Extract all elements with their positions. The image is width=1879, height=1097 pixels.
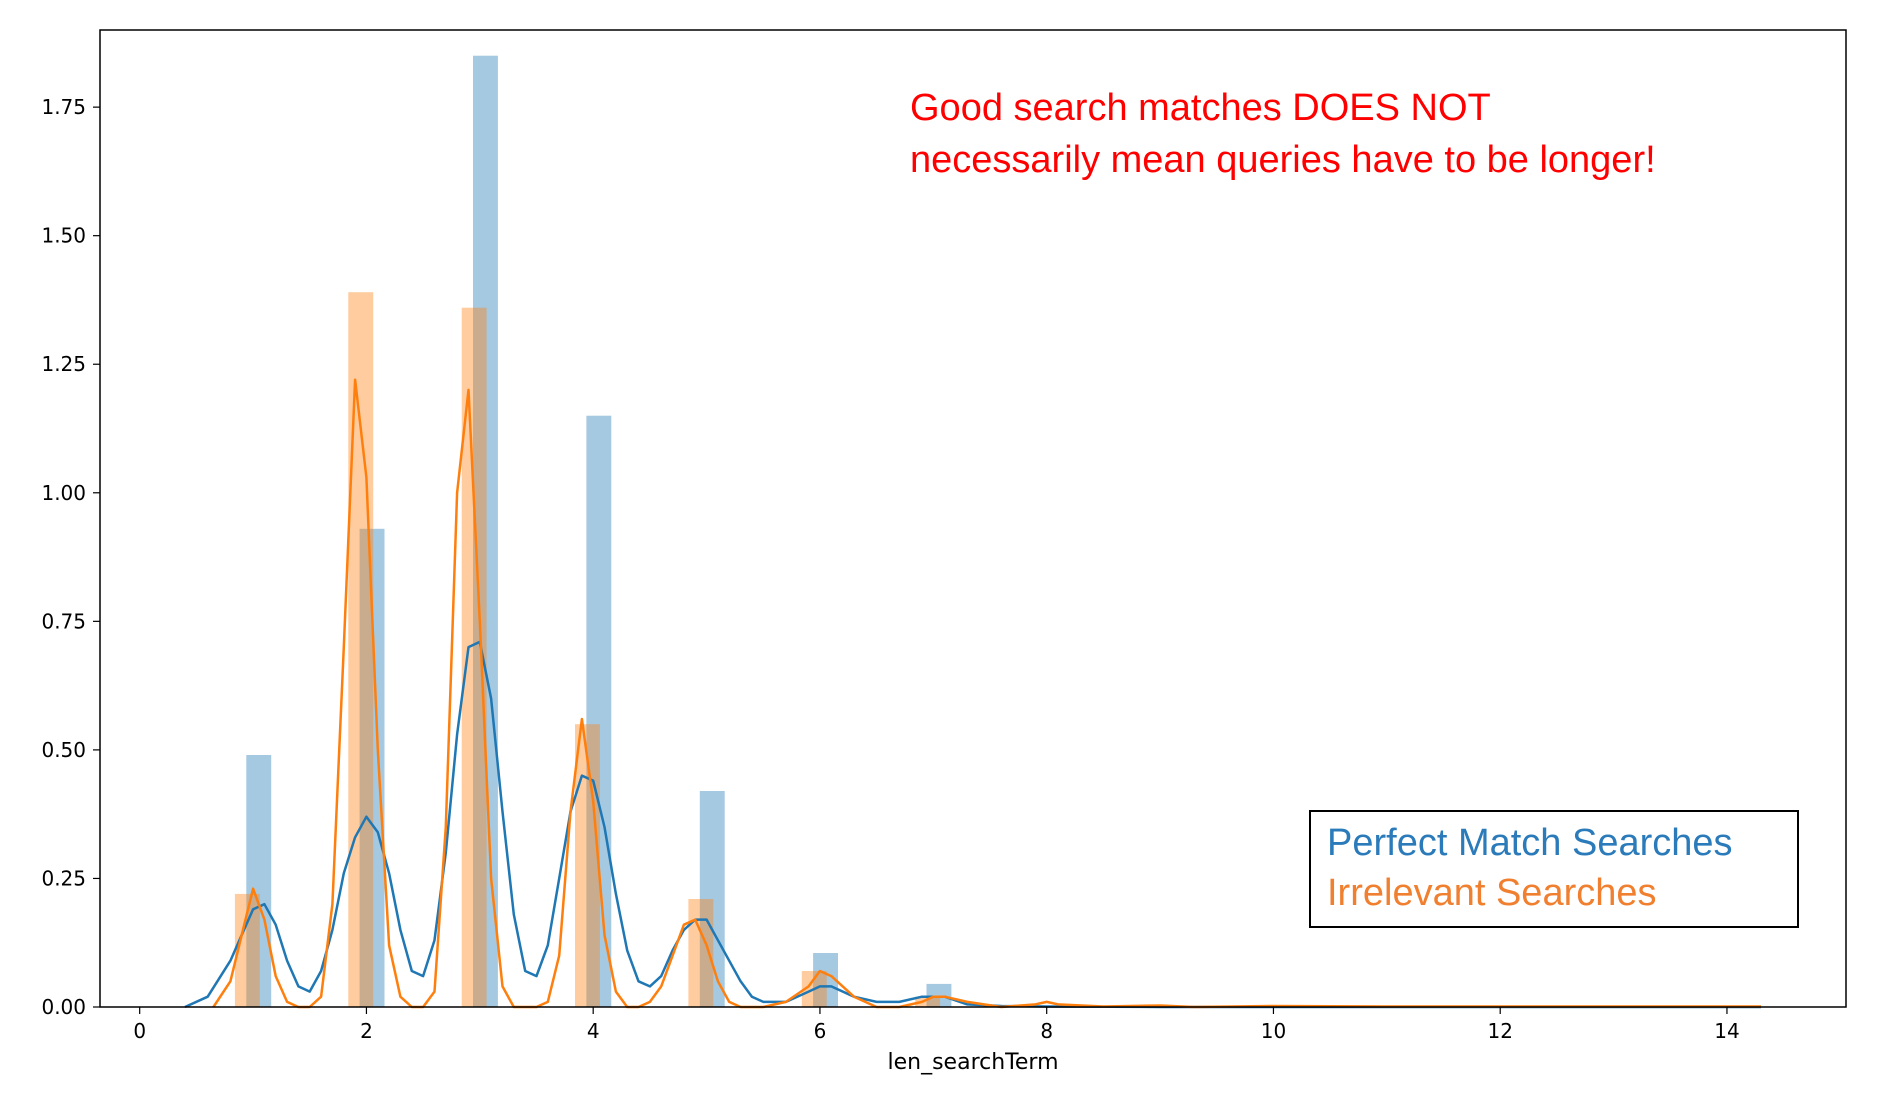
x-tick-label: 2 — [360, 1019, 373, 1043]
plot-frame — [99, 29, 1847, 1008]
x-tick-label: 0 — [133, 1019, 146, 1043]
x-axis-label: len_searchTerm — [888, 1050, 1059, 1075]
x-tick-label: 4 — [587, 1019, 600, 1043]
legend-entry-perfect-match: Perfect Match Searches — [1327, 822, 1733, 864]
bar-irrelevant-7 — [915, 996, 941, 1007]
x-axis: 0 2 4 6 8 10 12 14 — [133, 1007, 1740, 1043]
x-tick-label: 6 — [814, 1019, 827, 1043]
y-tick-label: 0.50 — [41, 738, 86, 762]
y-axis: 0.00 0.25 0.50 0.75 1.00 1.25 1.50 1.75 — [41, 95, 100, 1019]
annotation-line-2: necessarily mean queries have to be long… — [910, 139, 1656, 181]
y-tick-label: 0.25 — [41, 866, 86, 890]
x-tick-label: 10 — [1261, 1019, 1286, 1043]
kde-line-perfect — [184, 640, 1761, 1009]
lines-layer — [184, 378, 1761, 1009]
y-tick-label: 0.00 — [41, 995, 86, 1019]
legend-entry-irrelevant: Irrelevant Searches — [1327, 872, 1657, 914]
bar-perfect-5 — [699, 791, 725, 1007]
y-tick-label: 0.75 — [41, 609, 86, 633]
annotation: Good search matches DOES NOT necessarily… — [910, 82, 1656, 186]
y-tick-label: 1.75 — [41, 95, 86, 119]
bar-irrelevant-4 — [575, 724, 600, 1007]
bar-perfect-4 — [586, 415, 612, 1007]
bar-perfect-3 — [473, 55, 498, 1007]
annotation-line-1: Good search matches DOES NOT — [910, 87, 1491, 129]
y-tick-label: 1.25 — [41, 352, 86, 376]
bar-perfect-1 — [246, 755, 272, 1007]
y-tick-label: 1.00 — [41, 481, 86, 505]
x-tick-label: 14 — [1714, 1019, 1739, 1043]
y-tick-label: 1.50 — [41, 224, 86, 248]
legend: Perfect Match Searches Irrelevant Search… — [1309, 810, 1799, 928]
bar-irrelevant-2 — [348, 292, 374, 1007]
kde-line-irrelevant — [212, 378, 1761, 1009]
x-tick-label: 12 — [1487, 1019, 1512, 1043]
x-tick-label: 8 — [1040, 1019, 1053, 1043]
